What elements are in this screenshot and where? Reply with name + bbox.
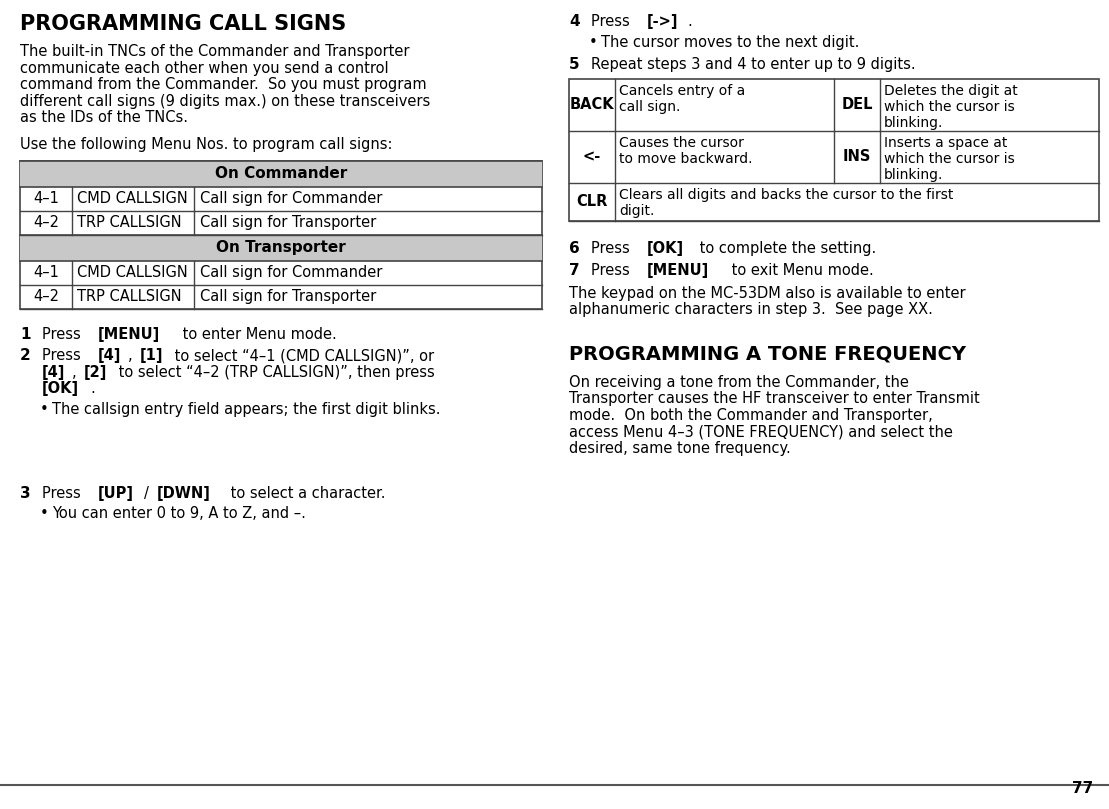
Text: [UP]: [UP] — [98, 486, 134, 501]
Text: 6: 6 — [569, 240, 580, 256]
Text: as the IDs of the TNCs.: as the IDs of the TNCs. — [20, 110, 189, 125]
Text: different call signs (9 digits max.) on these transceivers: different call signs (9 digits max.) on … — [20, 94, 430, 108]
Text: •: • — [40, 401, 49, 417]
Text: PROGRAMMING A TONE FREQUENCY: PROGRAMMING A TONE FREQUENCY — [569, 345, 966, 363]
Text: Press: Press — [591, 240, 634, 256]
Text: alphanumeric characters in step 3.  See page XX.: alphanumeric characters in step 3. See p… — [569, 302, 933, 317]
Text: Press: Press — [42, 348, 85, 363]
Text: ,: , — [72, 365, 81, 379]
Bar — [20, 235, 542, 260]
Text: Press: Press — [591, 263, 634, 278]
Text: You can enter 0 to 9, A to Z, and –.: You can enter 0 to 9, A to Z, and –. — [52, 506, 306, 522]
Text: 4: 4 — [569, 14, 580, 29]
Bar — [569, 78, 1099, 221]
Text: Cancels entry of a
call sign.: Cancels entry of a call sign. — [619, 83, 745, 114]
Text: Use the following Menu Nos. to program call signs:: Use the following Menu Nos. to program c… — [20, 137, 393, 151]
Text: 3: 3 — [20, 486, 31, 501]
Text: Clears all digits and backs the cursor to the first
digit.: Clears all digits and backs the cursor t… — [619, 188, 954, 218]
Text: [4]: [4] — [42, 365, 65, 379]
Text: 2: 2 — [20, 348, 31, 363]
Bar — [20, 160, 542, 308]
Text: 4–2: 4–2 — [33, 215, 59, 230]
Text: [DWN]: [DWN] — [156, 486, 211, 501]
Text: 4–1: 4–1 — [33, 191, 59, 206]
Text: 4–2: 4–2 — [33, 289, 59, 304]
Text: BACK: BACK — [570, 97, 614, 112]
Text: [OK]: [OK] — [42, 381, 79, 396]
Text: desired, same tone frequency.: desired, same tone frequency. — [569, 440, 791, 455]
Text: DEL: DEL — [842, 97, 873, 112]
Text: Call sign for Commander: Call sign for Commander — [200, 265, 383, 280]
Text: to select “4–1 (CMD CALLSIGN)”, or: to select “4–1 (CMD CALLSIGN)”, or — [171, 348, 435, 363]
Text: The cursor moves to the next digit.: The cursor moves to the next digit. — [601, 35, 859, 49]
Text: access Menu 4–3 (TONE FREQUENCY) and select the: access Menu 4–3 (TONE FREQUENCY) and sel… — [569, 424, 953, 439]
Text: On Commander: On Commander — [215, 166, 347, 181]
Text: [MENU]: [MENU] — [647, 263, 710, 278]
Text: Press: Press — [42, 327, 85, 341]
Text: [4]: [4] — [98, 348, 121, 363]
Text: communicate each other when you send a control: communicate each other when you send a c… — [20, 61, 388, 75]
Text: On receiving a tone from the Commander, the: On receiving a tone from the Commander, … — [569, 375, 909, 389]
Text: <-: <- — [583, 149, 601, 164]
Text: /: / — [144, 486, 154, 501]
Text: .: . — [688, 14, 692, 29]
Text: Inserts a space at
which the cursor is
blinking.: Inserts a space at which the cursor is b… — [884, 135, 1015, 182]
Text: 77: 77 — [1071, 781, 1093, 796]
Text: [->]: [->] — [647, 14, 679, 29]
Text: 7: 7 — [569, 263, 580, 278]
Text: CLR: CLR — [577, 194, 608, 209]
Text: Repeat steps 3 and 4 to enter up to 9 digits.: Repeat steps 3 and 4 to enter up to 9 di… — [591, 57, 916, 72]
Text: mode.  On both the Commander and Transporter,: mode. On both the Commander and Transpor… — [569, 408, 933, 422]
Text: PROGRAMMING CALL SIGNS: PROGRAMMING CALL SIGNS — [20, 14, 346, 34]
Text: Call sign for Commander: Call sign for Commander — [200, 191, 383, 206]
Text: command from the Commander.  So you must program: command from the Commander. So you must … — [20, 77, 427, 92]
Text: to complete the setting.: to complete the setting. — [695, 240, 876, 256]
Text: 5: 5 — [569, 57, 580, 72]
Text: On Transporter: On Transporter — [216, 240, 346, 255]
Text: to select a character.: to select a character. — [226, 486, 386, 501]
Text: Press: Press — [42, 486, 85, 501]
Text: Deletes the digit at
which the cursor is
blinking.: Deletes the digit at which the cursor is… — [884, 83, 1018, 130]
Text: CMD CALLSIGN: CMD CALLSIGN — [77, 265, 187, 280]
Text: INS: INS — [843, 149, 872, 164]
Text: .: . — [90, 381, 94, 396]
Text: to select “4–2 (TRP CALLSIGN)”, then press: to select “4–2 (TRP CALLSIGN)”, then pre… — [114, 365, 435, 379]
Text: 4–1: 4–1 — [33, 265, 59, 280]
Bar — [20, 160, 542, 187]
Text: [2]: [2] — [84, 365, 108, 379]
Text: The built-in TNCs of the Commander and Transporter: The built-in TNCs of the Commander and T… — [20, 44, 409, 59]
Text: Transporter causes the HF transceiver to enter Transmit: Transporter causes the HF transceiver to… — [569, 391, 979, 406]
Text: TRP CALLSIGN: TRP CALLSIGN — [77, 289, 182, 304]
Text: •: • — [40, 506, 49, 522]
Text: [OK]: [OK] — [647, 240, 684, 256]
Text: [MENU]: [MENU] — [98, 327, 160, 341]
Text: Press: Press — [591, 14, 634, 29]
Text: Call sign for Transporter: Call sign for Transporter — [200, 289, 376, 304]
Text: 1: 1 — [20, 327, 31, 341]
Text: to exit Menu mode.: to exit Menu mode. — [728, 263, 874, 278]
Text: [1]: [1] — [140, 348, 163, 363]
Text: TRP CALLSIGN: TRP CALLSIGN — [77, 215, 182, 230]
Text: CMD CALLSIGN: CMD CALLSIGN — [77, 191, 187, 206]
Text: ,: , — [129, 348, 138, 363]
Text: Call sign for Transporter: Call sign for Transporter — [200, 215, 376, 230]
Text: •: • — [589, 35, 598, 49]
Text: Causes the cursor
to move backward.: Causes the cursor to move backward. — [619, 135, 753, 166]
Text: to enter Menu mode.: to enter Menu mode. — [179, 327, 337, 341]
Text: The keypad on the MC-53DM also is available to enter: The keypad on the MC-53DM also is availa… — [569, 286, 966, 300]
Text: The callsign entry field appears; the first digit blinks.: The callsign entry field appears; the fi… — [52, 401, 440, 417]
